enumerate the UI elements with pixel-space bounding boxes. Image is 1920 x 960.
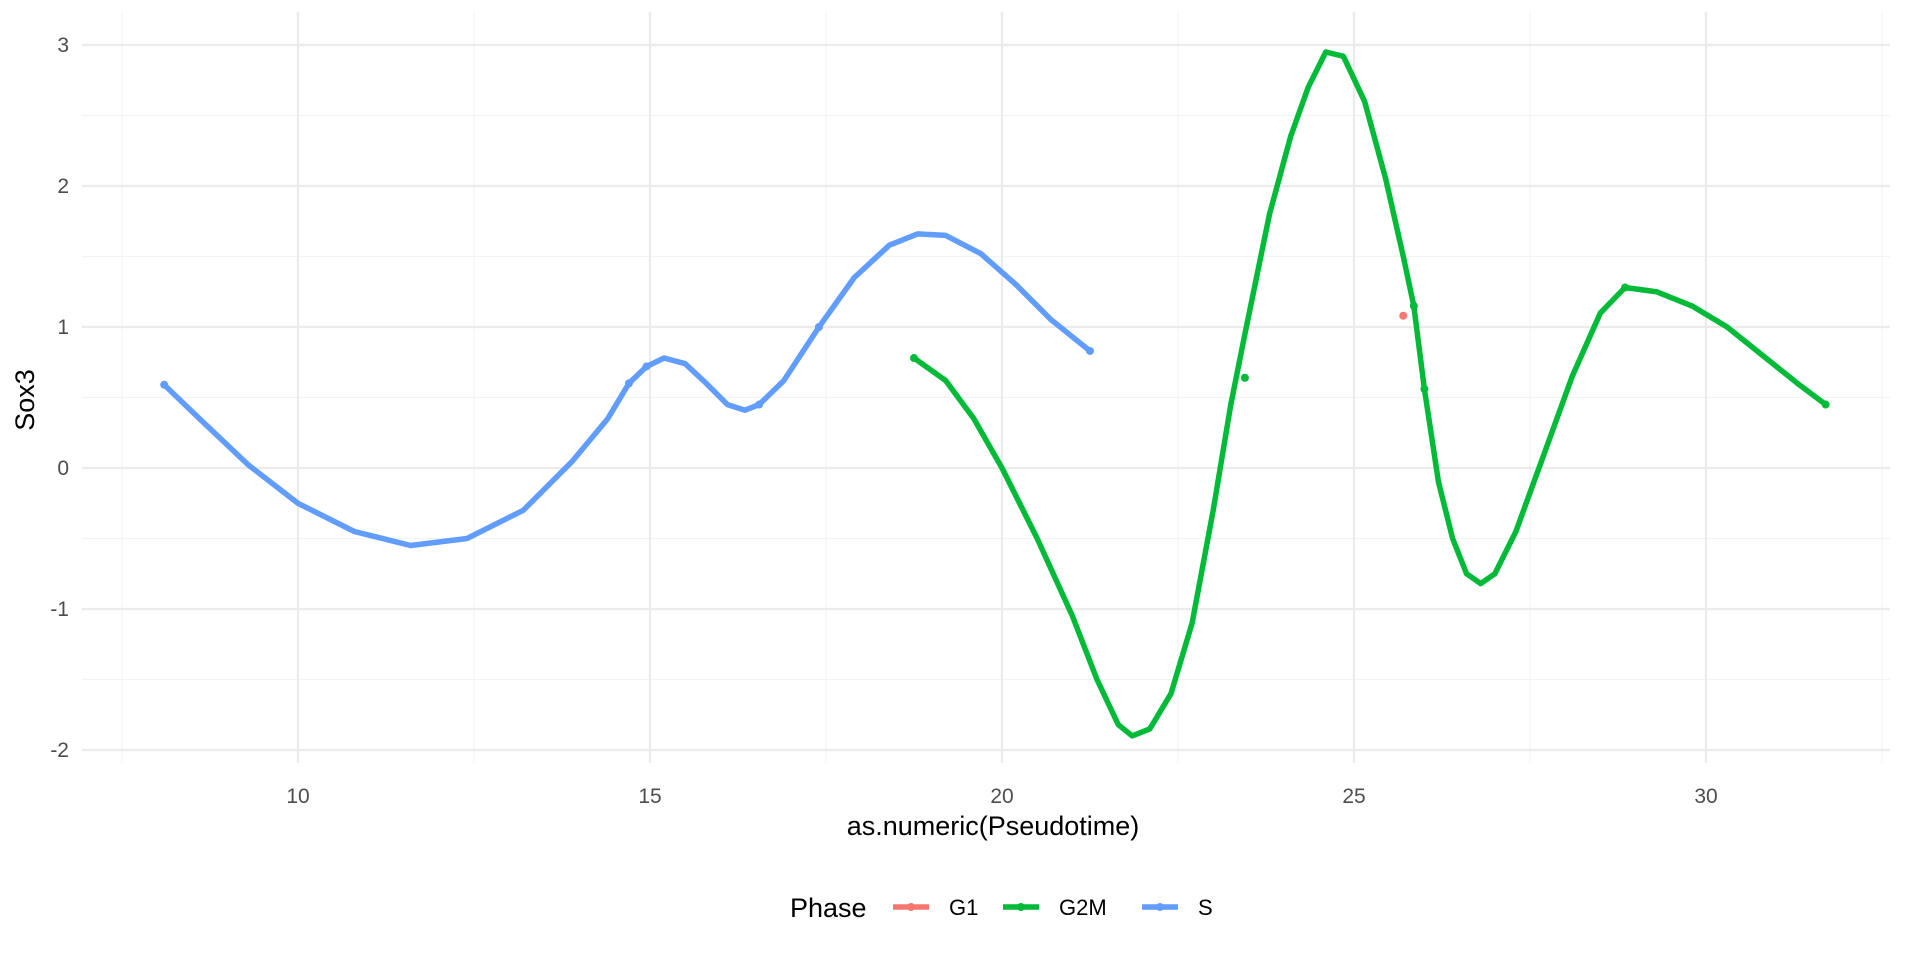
data-point-s [814, 323, 823, 331]
data-point-g2m [1409, 301, 1418, 310]
series-line-s [161, 231, 1093, 549]
y-tick-label: -1 [50, 598, 69, 621]
data-point-s [642, 362, 651, 371]
legend-label-g2m: G2M [1059, 895, 1107, 920]
legend-key-point-g2m [1017, 903, 1025, 911]
legend-label-s: S [1198, 895, 1213, 920]
x-tick-label: 10 [286, 785, 309, 808]
y-tick-label: 1 [57, 316, 69, 339]
x-axis-ticks: 10 15 20 25 30 [286, 785, 1717, 808]
y-tick-label: 2 [57, 175, 69, 198]
x-axis-title: as.numeric(Pseudotime) [847, 811, 1140, 841]
legend-key-point-s [1156, 903, 1164, 911]
x-tick-label: 20 [990, 785, 1013, 808]
y-tick-label: 3 [57, 34, 69, 57]
data-point-g2m [1621, 283, 1630, 292]
data-point-g2m [1420, 385, 1429, 394]
legend-label-g1: G1 [949, 895, 978, 920]
data-point-s [624, 379, 633, 388]
legend-title: Phase [790, 893, 867, 923]
data-point-g2m [1240, 373, 1249, 382]
x-tick-label: 30 [1694, 785, 1717, 808]
x-tick-label: 25 [1342, 785, 1365, 808]
y-tick-label: -2 [50, 739, 69, 762]
legend-key-point-g1 [907, 903, 915, 911]
data-point-s [1086, 346, 1094, 355]
y-tick-label: 0 [57, 457, 69, 480]
y-axis-title: Sox3 [10, 369, 40, 431]
data-point-g2m [1821, 400, 1830, 409]
series-layer [160, 49, 1830, 739]
data-point-g2m [910, 354, 918, 363]
data-point-g1 [1399, 311, 1408, 320]
data-point-s [755, 400, 764, 409]
series-line-g2m [911, 49, 1829, 739]
grid [82, 12, 1890, 763]
x-tick-label: 15 [638, 785, 661, 808]
y-axis-ticks: -2 -1 0 1 2 3 [50, 34, 69, 762]
legend: Phase G1 G2M S [790, 893, 1213, 923]
data-point-s [160, 380, 169, 389]
